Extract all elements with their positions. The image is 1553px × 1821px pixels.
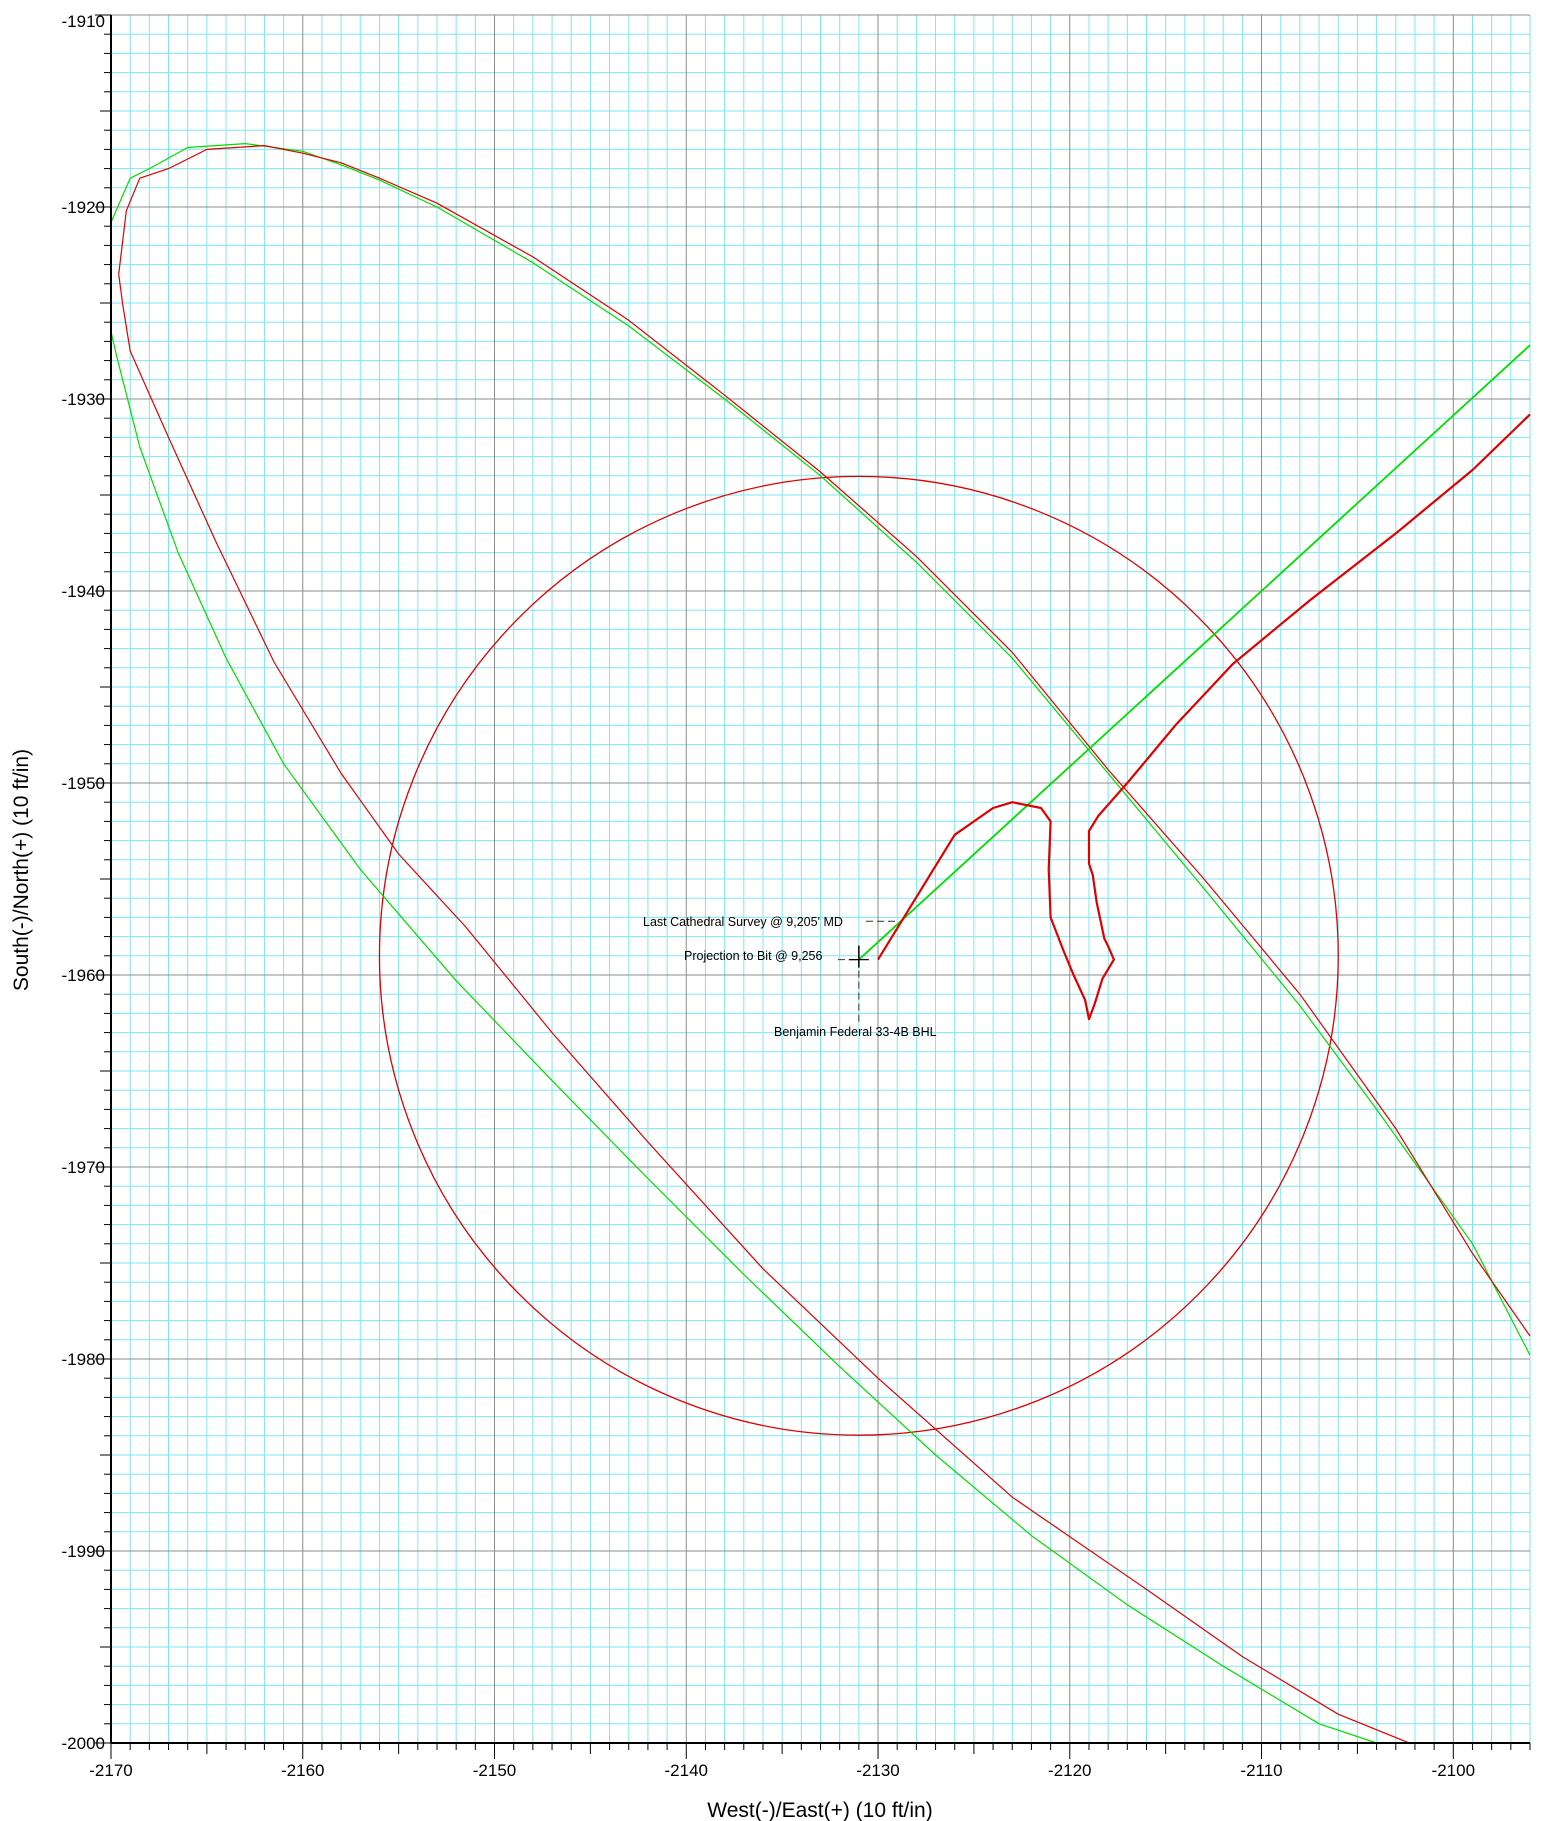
series-line-6 [877, 413, 1531, 1021]
x-axis-title: West(-)/East(+) (10 ft/in) [707, 1799, 932, 1821]
y-tick-label: -1950 [62, 774, 105, 793]
x-tick-label: -2140 [665, 1761, 708, 1780]
x-tick-label: -2110 [1240, 1761, 1282, 1780]
annotation-last-survey: Last Cathedral Survey @ 9,205' MD [643, 915, 843, 929]
axes [95, 14, 1531, 1759]
y-tick-label: -2000 [62, 1734, 105, 1753]
tolerance-circle [378, 475, 1339, 1436]
y-tick-label: -1970 [62, 1158, 105, 1177]
series-line-3 [110, 331, 1377, 1744]
annotation-bhl: Benjamin Federal 33-4B BHL [774, 1025, 937, 1039]
y-axis-title: South(-)/North(+) (10 ft/in) [10, 749, 33, 991]
y-tick-label: -1920 [62, 198, 105, 217]
x-tick-label: -2100 [1432, 1761, 1475, 1780]
y-tick-label: -1990 [62, 1542, 105, 1561]
annotation-projection-to-bit: Projection to Bit @ 9,256 [684, 949, 823, 963]
series-line-2 [118, 145, 1531, 1337]
x-tick-label: -2120 [1048, 1761, 1091, 1780]
x-tick-label: -2150 [473, 1761, 516, 1780]
tick-labels: -1910 -1920 -1930 -1940 -1950 -1960 -1970 -1980… [62, 12, 1476, 1780]
y-tick-label: -1960 [62, 966, 105, 985]
x-tick-label: -2170 [89, 1761, 132, 1780]
y-tick-label: -1980 [62, 1350, 105, 1369]
x-tick-label: -2130 [856, 1761, 899, 1780]
minor-grid [111, 15, 1531, 1743]
x-tick-label: -2160 [281, 1761, 324, 1780]
annotation-layer: Last Cathedral Survey @ 9,205' MD Projec… [643, 915, 937, 1039]
y-tick-label: -1910 [62, 12, 105, 31]
y-tick-label: -1940 [62, 582, 105, 601]
y-tick-label: -1930 [62, 390, 105, 409]
series-line-1 [110, 143, 1531, 1356]
series-layer [110, 143, 1531, 1744]
series-line-5 [858, 344, 1531, 961]
series-line-4 [118, 274, 1410, 1744]
